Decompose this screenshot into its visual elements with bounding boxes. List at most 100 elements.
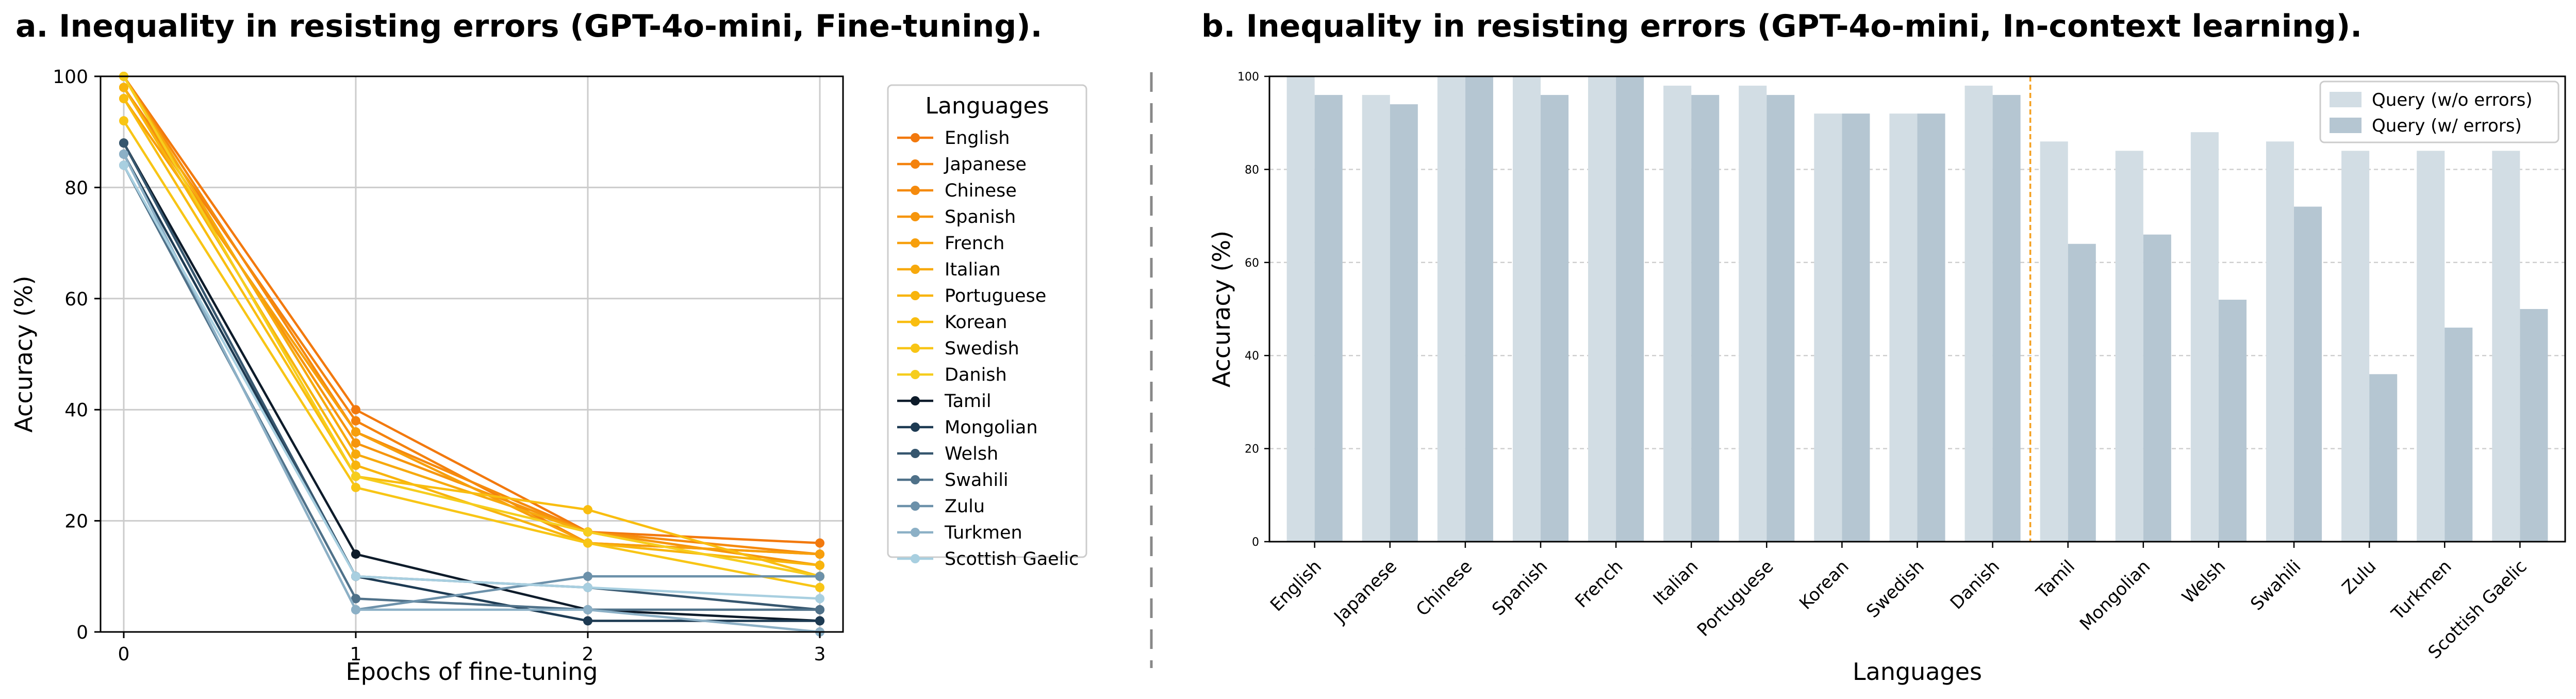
legend-marker-french — [911, 238, 920, 248]
legend-swatch-query-w-errors — [2330, 118, 2362, 133]
bar-korean-with-errors — [1842, 113, 1870, 542]
point-korean — [583, 505, 592, 515]
legend-marker-zulu — [911, 501, 920, 511]
x-axis-label: Epochs of fine-tuning — [346, 658, 598, 686]
y-tick-label: 100 — [53, 67, 88, 88]
bar-italian-with-errors — [1691, 95, 1720, 542]
panel-divider — [1150, 72, 1153, 668]
x-tick-label: 0 — [118, 644, 130, 665]
x-tick-label-mongolian: Mongolian — [2076, 556, 2154, 635]
bar-spanish-without-errors — [1512, 76, 1541, 542]
x-axis-label: Languages — [1853, 658, 1982, 686]
series-query-w-errors — [1314, 76, 2548, 542]
series-query-w-o-errors — [1286, 76, 2520, 542]
point-korean — [119, 94, 128, 104]
legend-marker-welsh — [911, 449, 920, 458]
chart-a-fine-tuning: 0 1 2 3 0 20 40 60 80 100 Epochs of fine-tuning Acc… — [10, 67, 1087, 686]
point-english — [351, 405, 360, 415]
bar-danish-without-errors — [1964, 86, 1993, 542]
legend-label-turkmen: Turkmen — [944, 523, 1022, 543]
legend-marker-tamil — [911, 396, 920, 405]
legend-marker-swahili — [911, 475, 920, 484]
bar-turkmen-without-errors — [2417, 151, 2445, 542]
point-italian — [351, 449, 360, 459]
bar-turkmen-with-errors — [2445, 328, 2473, 542]
legend-label-mongolian: Mongolian — [945, 417, 1038, 438]
point-turkmen — [351, 605, 360, 614]
x-tick-label-french: French — [1571, 556, 1627, 612]
legend-label-italian: Italian — [945, 259, 1001, 280]
point-swedish — [351, 482, 360, 492]
y-tick-label: 40 — [1245, 350, 1259, 363]
line-danish — [123, 75, 820, 578]
point-spanish — [351, 438, 360, 448]
y-tick-label: 40 — [64, 400, 88, 421]
legend-label-swahili: Swahili — [945, 470, 1009, 491]
point-welsh — [119, 138, 128, 148]
bar-chinese-without-errors — [1437, 76, 1465, 542]
bar-portuguese-without-errors — [1739, 86, 1767, 542]
bar-zulu-with-errors — [2369, 374, 2398, 542]
bar-swahili-without-errors — [2266, 141, 2294, 542]
bar-tamil-with-errors — [2068, 243, 2096, 542]
legend-marker-italian — [911, 265, 920, 274]
point-mongolian — [815, 616, 824, 626]
legend: Languages English Japanese Chinese Spanish Fr… — [887, 84, 1087, 570]
point-scottish-gaelic — [351, 572, 360, 581]
series-turkmen — [119, 149, 824, 637]
legend-marker-portuguese — [911, 291, 920, 300]
bar-chinese-with-errors — [1465, 76, 1493, 542]
point-mongolian — [583, 616, 592, 626]
legend-marker-mongolian — [911, 422, 920, 432]
bar-italian-without-errors — [1663, 86, 1692, 542]
legend-label-japanese: Japanese — [944, 154, 1027, 175]
series-scottish-gaelic — [119, 160, 824, 604]
bar-english-without-errors — [1286, 76, 1315, 542]
legend-marker-scottish-gaelic — [911, 554, 920, 563]
x-tick-label-zulu: Zulu — [2338, 556, 2381, 598]
point-zulu — [583, 572, 592, 581]
point-swedish — [119, 116, 128, 126]
legend-label-scottish-gaelic: Scottish Gaelic — [945, 549, 1079, 570]
y-tick-label: 20 — [1245, 443, 1259, 456]
legend-marker-japanese — [911, 159, 920, 169]
bar-scottish-gaelic-without-errors — [2492, 151, 2520, 542]
legend-title: Languages — [925, 93, 1049, 119]
legend-swatch-query-w-o-errors — [2330, 92, 2362, 107]
x-tick-label-welsh: Welsh — [2178, 556, 2230, 608]
line-swedish — [123, 120, 820, 589]
point-swahili — [351, 594, 360, 604]
bar-zulu-without-errors — [2341, 151, 2370, 542]
y-axis-label: Accuracy (%) — [10, 275, 38, 432]
legend-label-tamil: Tamil — [944, 391, 992, 412]
legend-label-danish: Danish — [945, 365, 1007, 385]
legend-marker-english — [911, 133, 920, 142]
point-zulu — [815, 572, 824, 581]
point-scottish-gaelic — [583, 582, 592, 592]
x-tick-label: 2 — [582, 644, 594, 665]
bar-scottish-gaelic-with-errors — [2520, 309, 2548, 542]
legend-marker-korean — [911, 317, 920, 327]
point-turkmen — [119, 149, 128, 159]
bar-korean-without-errors — [1814, 113, 1842, 542]
legend: Query (w/o errors) Query (w/ errors) — [2319, 80, 2560, 143]
bar-danish-with-errors — [1992, 95, 2021, 542]
plot-frame — [100, 75, 844, 633]
point-scottish-gaelic — [815, 594, 824, 604]
point-swedish — [583, 538, 592, 548]
point-portuguese — [119, 83, 128, 92]
point-portuguese — [815, 560, 824, 570]
bar-welsh-with-errors — [2218, 299, 2247, 542]
legend-label-portuguese: Portuguese — [945, 286, 1046, 306]
bar-tamil-without-errors — [2040, 141, 2068, 542]
line-korean — [123, 97, 820, 578]
point-scottish-gaelic — [119, 160, 128, 170]
bar-japanese-without-errors — [1362, 95, 1390, 542]
legend-box — [2319, 80, 2560, 143]
x-tick-label-italian: Italian — [1649, 556, 1703, 609]
legend-label-chinese: Chinese — [945, 181, 1017, 201]
legend-marker-chinese — [911, 186, 920, 195]
x-tick-label-swahili: Swahili — [2247, 556, 2305, 614]
point-portuguese — [351, 460, 360, 470]
legend-label-korean: Korean — [945, 312, 1007, 333]
